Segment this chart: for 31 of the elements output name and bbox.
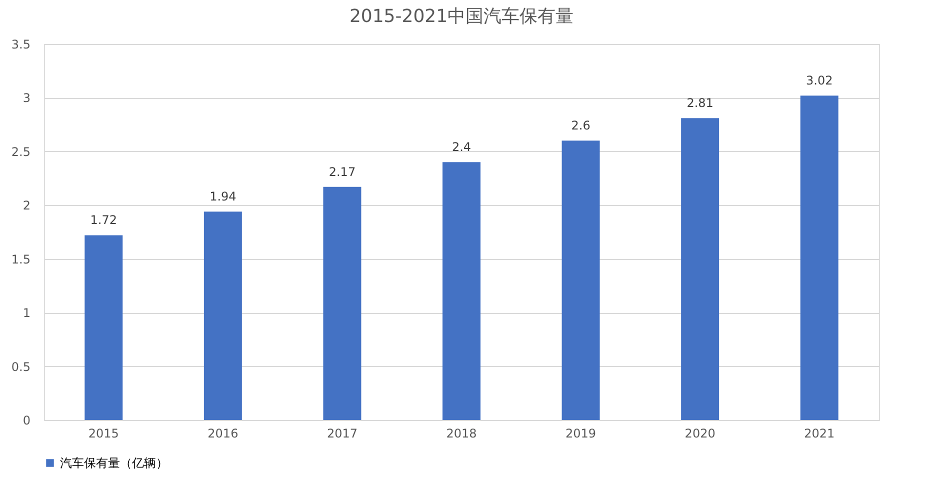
- bar: [204, 212, 242, 420]
- bar: [681, 118, 720, 420]
- x-tick-label: 2015: [88, 426, 119, 440]
- y-tick-label: 2: [22, 198, 30, 213]
- data-label: 2.17: [328, 164, 356, 179]
- bar: [323, 186, 362, 420]
- data-label: 1.72: [90, 213, 117, 228]
- x-tick-label: 2020: [684, 426, 716, 440]
- x-tick-label: 2016: [208, 426, 238, 440]
- y-tick-label: 3.5: [11, 38, 30, 52]
- x-tick-label: 2018: [446, 426, 477, 440]
- bar: [800, 96, 838, 420]
- y-tick-label: 1: [22, 306, 30, 320]
- y-tick-label: 1.5: [11, 252, 30, 266]
- data-label: 2.6: [571, 118, 590, 133]
- data-label: 2.4: [452, 140, 472, 154]
- legend-label: 汽车保有量（亿辆）: [60, 456, 168, 470]
- y-tick-label: 3: [22, 91, 30, 106]
- bar: [562, 140, 600, 420]
- y-tick-label: 2.5: [11, 144, 30, 159]
- x-tick-label: 2017: [326, 426, 358, 440]
- chart-title: 2015-2021中国汽车保有量: [349, 6, 574, 27]
- x-tick-label: 2019: [566, 426, 596, 440]
- data-label: 3.02: [806, 74, 833, 88]
- bar: [442, 162, 480, 420]
- data-label: 2.81: [686, 96, 714, 110]
- x-tick-label: 2021: [804, 426, 835, 440]
- y-tick-label: 0: [22, 414, 30, 428]
- y-tick-label: 0.5: [11, 360, 30, 374]
- bar: [84, 235, 123, 420]
- data-label: 1.94: [210, 190, 236, 204]
